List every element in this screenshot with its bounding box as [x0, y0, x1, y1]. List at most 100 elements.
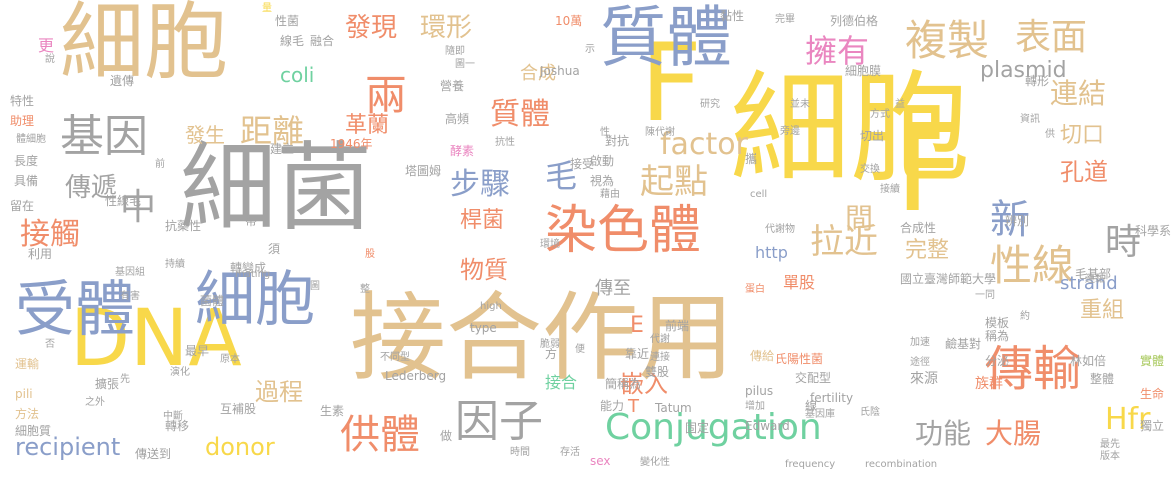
word-6c0f-967d-6027-83cc: 氏陽性菌 [775, 352, 824, 366]
word-5854-5716-59c6: 塔圖姆 [405, 164, 442, 178]
word-f-e-r-t-i-l-i-t-y: fertility [810, 391, 854, 405]
word-l-e-d-e-r-b-e-r-g: Lederberg [385, 369, 447, 383]
word-52a9-7406: 助理 [10, 114, 35, 128]
word-5be6-9ad4: 實體 [1140, 354, 1165, 368]
word-6c0f-9670: 氏陰 [860, 407, 880, 418]
word-524d-7aef: 前端 [665, 319, 690, 333]
word-s-t-r-a-n-d: strand [1060, 273, 1118, 294]
word-4ee3-8b1d-7269: 代謝物 [765, 224, 795, 235]
word-53d7-9ad4: 受體 [15, 275, 135, 345]
word-751f-7d20: 生素 [320, 404, 345, 418]
word-5b58-6d3b: 存活 [560, 447, 580, 458]
word-8aaa: 說 [45, 54, 55, 65]
word-5217-5fb7-4f2f-683c: 列德伯格 [830, 14, 879, 28]
word-r-e-c-i-p-i-e-n-t: recipient [15, 433, 121, 461]
word-c-o-l-i: coli [280, 63, 315, 87]
word-91cd-7d44: 重組 [1080, 298, 1125, 323]
word-c-e-l-l: cell [750, 189, 768, 200]
word-50b3-9001-5230: 傳送到 [135, 447, 172, 461]
word-65b9-6cd5: 方法 [15, 407, 40, 421]
word-7d30-80de-819c: 細胞膜 [845, 64, 882, 78]
word-767c-73fe: 發現 [345, 13, 398, 43]
word-6700-65e9: 最早 [185, 344, 210, 358]
word-85c9-7531: 藉由 [600, 189, 620, 200]
word-6027-83cc: 性菌 [275, 14, 300, 28]
word-63a5-5408: 接合 [545, 373, 578, 392]
word-8d77-9ede: 起點 [640, 162, 708, 202]
word-6bdb: 毛 [545, 157, 578, 195]
word-64c1-6709: 擁有 [805, 32, 870, 70]
word-63a5-5408-4f5c-7528: 接合作用 [350, 282, 734, 394]
word-5408-6210: 合成 [520, 63, 556, 84]
word-9577-5ea6: 長度 [14, 154, 39, 168]
word-96a8-5373: 隨即 [445, 46, 465, 57]
word-80a1: 股 [365, 249, 375, 260]
word-f: F [895, 100, 965, 239]
word-8cc7-8a0a: 資訊 [1020, 114, 1040, 125]
word-8868-9762: 表面 [1015, 17, 1088, 58]
word-62c9-8fd1: 拉近 [810, 222, 878, 262]
word-6574-9ad4: 整體 [1090, 372, 1115, 386]
word-7368-7acb: 獨立 [1140, 419, 1165, 433]
word-65b0: 新 [990, 197, 1030, 243]
word-p-i-l-u-s: pilus [745, 384, 774, 398]
word-8106-5f31: 脆弱 [540, 339, 560, 350]
word-6297-85e5-6027: 抗藥性 [165, 219, 202, 233]
word-529f-80fd: 功能 [915, 417, 972, 450]
word-80fd-529b: 能力 [600, 399, 625, 413]
word-74b0-5f62: 環形 [420, 13, 473, 43]
word-9769-862d: 革蘭 [345, 113, 390, 138]
word-4e4b-5916: 之外 [85, 397, 105, 408]
word-7248-672c: 版本 [1100, 451, 1120, 462]
word-589e-52a0: 增加 [745, 401, 765, 412]
word-7d04: 約 [1020, 311, 1030, 322]
word-50b3-8f38: 傳輸 [985, 341, 1082, 397]
word-4e00-540c: 一同 [975, 290, 995, 301]
word-s-e-x: sex [590, 454, 611, 468]
word-6709-5bb3: 有害 [120, 291, 140, 302]
word-555f-52d5: 啟動 [590, 154, 615, 168]
word-56e0-5b50: 因子 [455, 396, 543, 447]
word-63a5-89f8: 接觸 [20, 217, 80, 252]
word-7269-8cea: 物質 [460, 256, 508, 284]
word-8ddd-96e2: 距離 [240, 112, 305, 150]
word-9e7c-57fa-5c0d: 鹼基對 [945, 337, 982, 351]
word-5b8c-6574: 完整 [905, 238, 950, 263]
word-5206-6ccc: 分泌 [985, 354, 1010, 368]
word-d-o-n-o-r: donor [205, 433, 275, 461]
word-1-0-842c: 10萬 [555, 14, 583, 28]
word-6700-5148: 最先 [1100, 439, 1120, 450]
word-570b-7acb-81fa-7063-5e2b-7bc4-5927-5b78: 國立臺灣師範大學 [900, 272, 997, 286]
word-55ae-80a1: 單股 [783, 273, 816, 292]
word-74b0-5883: 環境 [540, 239, 560, 250]
word-5148: 先 [120, 374, 130, 385]
word-5426: 否 [45, 339, 55, 350]
word-907a-50b3: 遺傳 [110, 74, 135, 88]
word-6a21-677f: 模板 [985, 316, 1010, 330]
word-7d30-80de: 細胞 [60, 0, 229, 91]
word-83cc-9ad4: 菌體 [200, 294, 225, 308]
word-7dda-6bdb: 線毛 [280, 34, 305, 48]
word-5177-5099: 具備 [14, 174, 39, 188]
word-5716-4e00: 圖一 [455, 59, 475, 70]
word-9673-4ee3-8b1d: 陳代謝 [645, 127, 675, 138]
word-d-n-a: DNA [70, 294, 242, 384]
word-91cf: 量 [262, 3, 272, 14]
word-p-l-a-s-m-i-d: plasmid [980, 58, 1067, 83]
word-793a: 示 [585, 44, 595, 55]
word-m-a-t-i-n-g: mating [235, 269, 271, 280]
word-6301-7e8c: 持續 [165, 259, 185, 270]
word-4ea4-914d-578b: 交配型 [795, 371, 832, 385]
word-8996-70ba: 視為 [590, 174, 615, 188]
word-56fa-5b9a: 固定 [685, 421, 710, 435]
word-h-i-g-h: high [480, 301, 502, 312]
word-9014-5f91: 途徑 [910, 357, 930, 368]
word-7279-6027: 特性 [10, 94, 35, 108]
word-7a31-70ba: 稱為 [985, 329, 1010, 343]
word-6642: 時 [1105, 222, 1142, 263]
word-6027-7dda-6bdb: 性線毛 [105, 194, 142, 208]
word-4ea4-63db: 交換 [860, 164, 880, 175]
word-5d4c-5165: 嵌入 [620, 370, 668, 398]
word-9808: 須 [268, 242, 281, 256]
